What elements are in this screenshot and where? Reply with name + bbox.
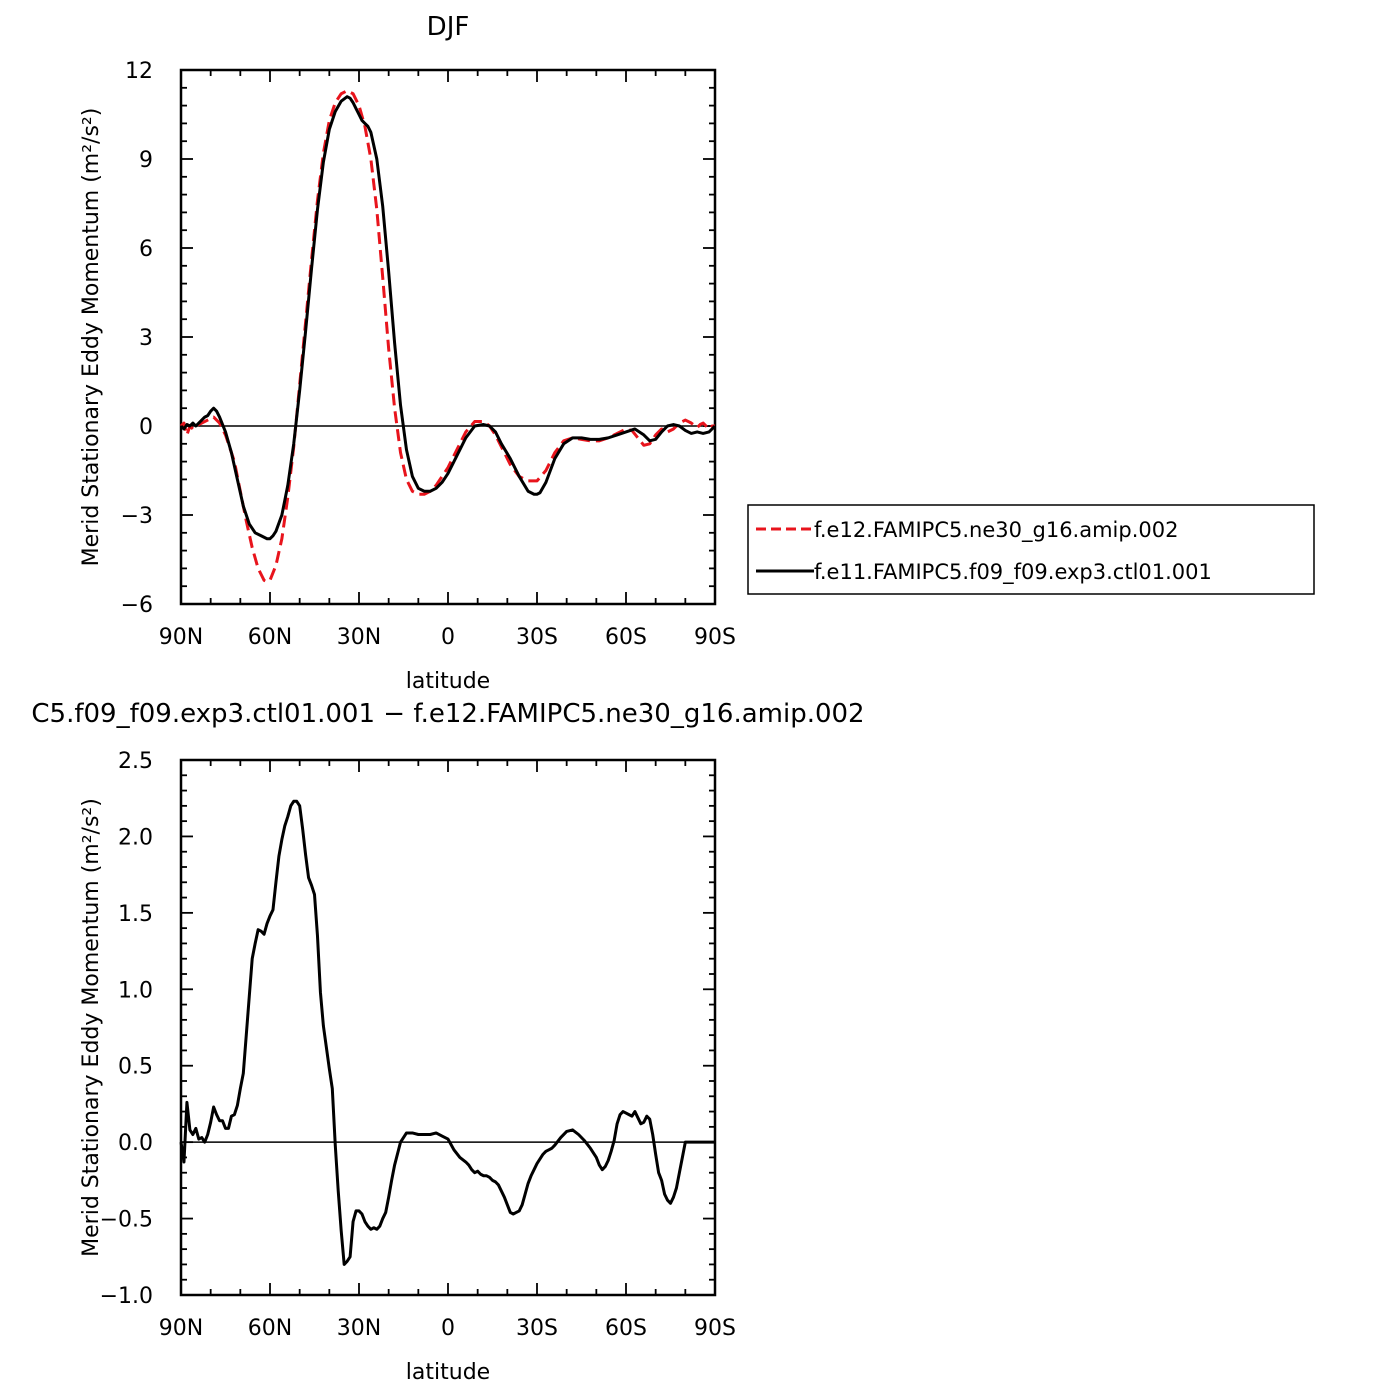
- y-tick-label: 2.5: [118, 749, 153, 774]
- chart-panel-1: DJF 90N 60N 30N 0 30S 60S 90S −6 −3 0 3 6 9 12 latitude…: [79, 12, 1315, 694]
- legend: f.e12.FAMIPC5.ne30_g16.amip.002 f.e11.FAM…: [747, 504, 1315, 595]
- series-line-2: [179, 95, 717, 541]
- y-tick-label: −6: [121, 593, 153, 618]
- y-tick-label: 9: [139, 148, 153, 173]
- x-tick-label: 90N: [159, 1316, 203, 1341]
- legend-label: f.e12.FAMIPC5.ne30_g16.amip.002: [814, 518, 1178, 543]
- y-tick-label: 3: [139, 326, 153, 351]
- x-tick-label: 60S: [605, 625, 647, 650]
- x-tick-label: 60S: [605, 1316, 647, 1341]
- y-tick-label: 0.0: [118, 1131, 153, 1156]
- y-tick-label: 1.0: [118, 978, 153, 1003]
- x-tick-label: 30N: [337, 1316, 381, 1341]
- legend-label: f.e11.FAMIPC5.f09_f09.exp3.ctl01.001: [814, 560, 1212, 585]
- x-tick-label: 30S: [516, 625, 558, 650]
- x-axis-label: latitude: [406, 1360, 490, 1385]
- x-tick-label: 30N: [337, 625, 381, 650]
- x-tick-label: 0: [441, 625, 455, 650]
- x-tick-label: 30S: [516, 1316, 558, 1341]
- y-tick-label: 12: [125, 59, 153, 84]
- y-tick-label: 2.0: [118, 825, 153, 850]
- plot-frame: [179, 758, 717, 1297]
- series-line-1: [179, 89, 715, 584]
- y-tick-label: −3: [121, 504, 153, 529]
- x-tick-label: 60N: [248, 1316, 292, 1341]
- y-axis-label: Merid Stationary Eddy Momentum (m²/s²): [79, 108, 104, 567]
- x-tick-label: 90N: [159, 625, 203, 650]
- y-axis-label: Merid Stationary Eddy Momentum (m²/s²): [79, 798, 104, 1257]
- y-tick-label: 0.5: [118, 1055, 153, 1080]
- y-tick-label: −0.5: [100, 1208, 153, 1233]
- x-tick-label: 90S: [694, 1316, 736, 1341]
- x-tick-label: 60N: [248, 625, 292, 650]
- y-tick-label: 1.5: [118, 902, 153, 927]
- chart-title: DJF: [427, 12, 470, 42]
- chart-panel-2: C5.f09_f09.exp3.ctl01.001 − f.e12.FAMIPC…: [31, 699, 864, 1385]
- y-tick-label: 0: [139, 415, 153, 440]
- plot-frame: [179, 68, 717, 606]
- y-tick-label: −1.0: [100, 1284, 153, 1309]
- x-tick-label: 90S: [694, 625, 736, 650]
- legend-box: [747, 504, 1315, 595]
- series-line-1: [179, 799, 715, 1266]
- chart-title: C5.f09_f09.exp3.ctl01.001 − f.e12.FAMIPC…: [31, 699, 864, 729]
- x-axis-label: latitude: [406, 669, 490, 694]
- y-tick-label: 6: [139, 237, 153, 262]
- x-tick-label: 0: [441, 1316, 455, 1341]
